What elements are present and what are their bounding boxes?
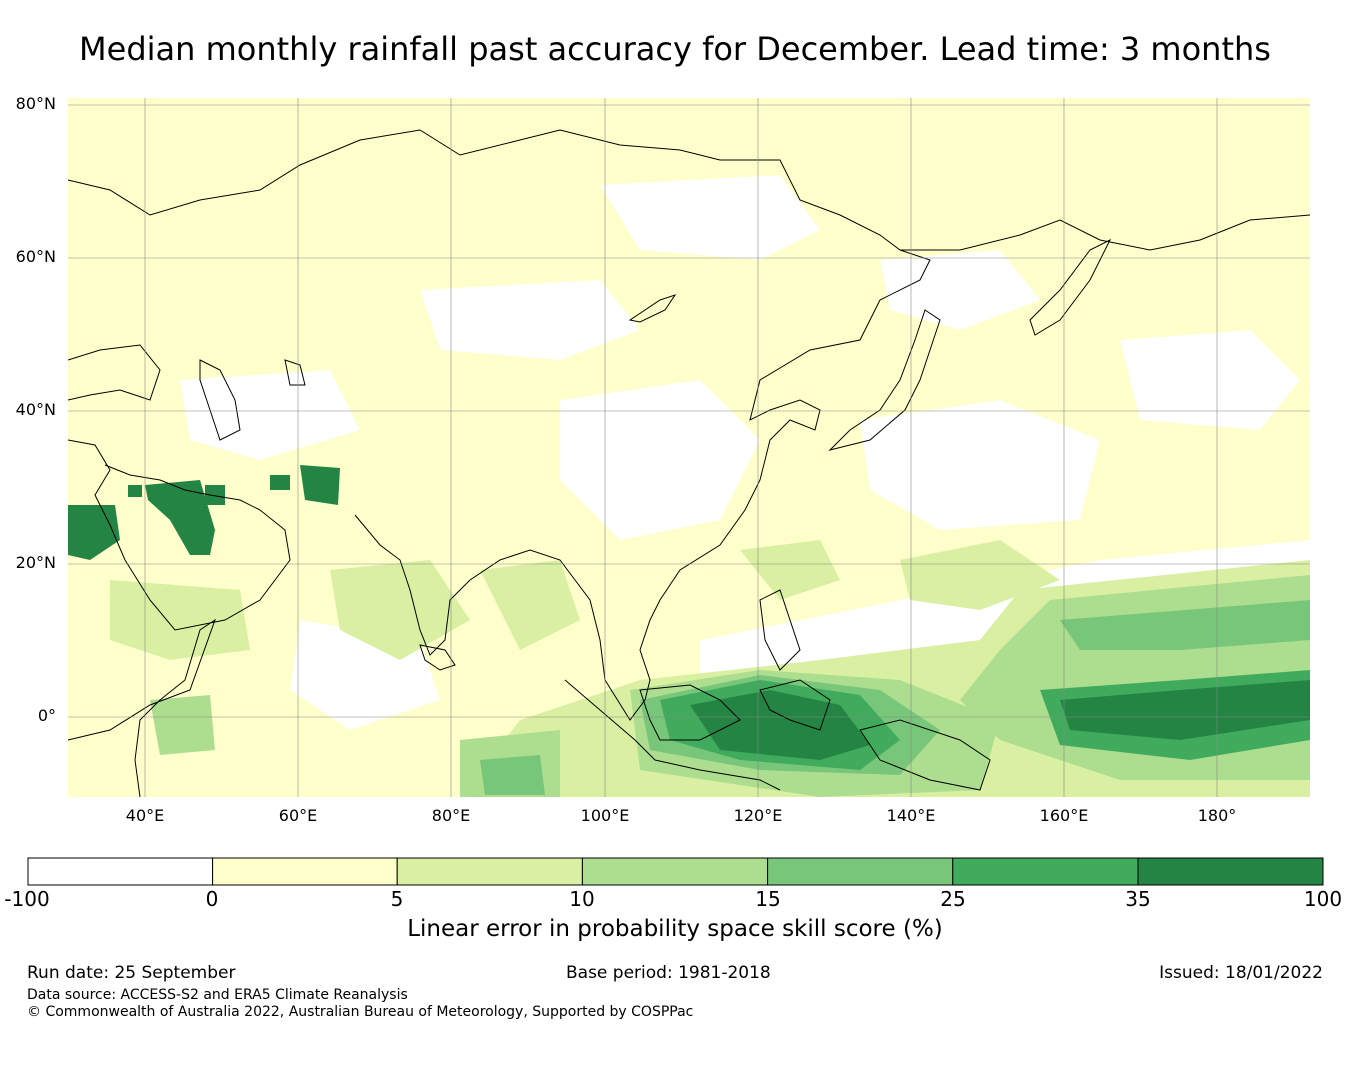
lon-label-100e: 100°E xyxy=(580,806,630,825)
lat-label-60n: 60°N xyxy=(15,247,56,266)
skill-field xyxy=(68,98,1310,797)
colorbar-tick: -100 xyxy=(4,887,50,911)
lat-label-80n: 80°N xyxy=(15,94,56,113)
colorbar-bin-6 xyxy=(952,857,1139,886)
lon-label-80e: 80°E xyxy=(431,806,471,825)
colorbar-bin-4 xyxy=(581,857,769,886)
colorbar-bin-1 xyxy=(27,857,214,886)
coastlines xyxy=(68,129,1310,797)
data-source: Data source: ACCESS-S2 and ERA5 Climate … xyxy=(27,987,408,1003)
colorbar-tick: 100 xyxy=(1303,887,1343,911)
colorbar-tick: 25 xyxy=(940,887,966,911)
lat-label-0: 0° xyxy=(37,706,56,725)
colorbar-tick: 5 xyxy=(390,887,404,911)
lon-label-180: 180° xyxy=(1197,806,1237,825)
lat-label-40n: 40°N xyxy=(15,400,56,419)
colorbar-tick: 15 xyxy=(755,887,781,911)
colorbar-tick: 0 xyxy=(205,887,219,911)
lon-label-40e: 40°E xyxy=(125,806,165,825)
run-date: Run date: 25 September xyxy=(27,963,236,983)
lon-label-120e: 120°E xyxy=(733,806,783,825)
lon-label-60e: 60°E xyxy=(278,806,318,825)
colorbar-bin-3 xyxy=(396,857,583,886)
colorbar-bin-2 xyxy=(212,857,398,886)
copyright: © Commonwealth of Australia 2022, Austra… xyxy=(27,1004,694,1020)
lon-label-160e: 160°E xyxy=(1039,806,1089,825)
colorbar xyxy=(27,857,1324,886)
map-title: Median monthly rainfall past accuracy fo… xyxy=(79,30,1271,68)
lon-label-140e: 140°E xyxy=(886,806,936,825)
colorbar-bin-5 xyxy=(767,857,954,886)
issued-date: Issued: 18/01/2022 xyxy=(1159,963,1323,983)
colorbar-label: Linear error in probability space skill … xyxy=(407,916,943,942)
colorbar-tick: 35 xyxy=(1125,887,1151,911)
graticule xyxy=(68,98,1310,797)
colorbar-bin-7 xyxy=(1137,857,1324,886)
base-period: Base period: 1981-2018 xyxy=(566,963,771,983)
colorbar-tick: 10 xyxy=(569,887,595,911)
lat-label-20n: 20°N xyxy=(15,553,56,572)
